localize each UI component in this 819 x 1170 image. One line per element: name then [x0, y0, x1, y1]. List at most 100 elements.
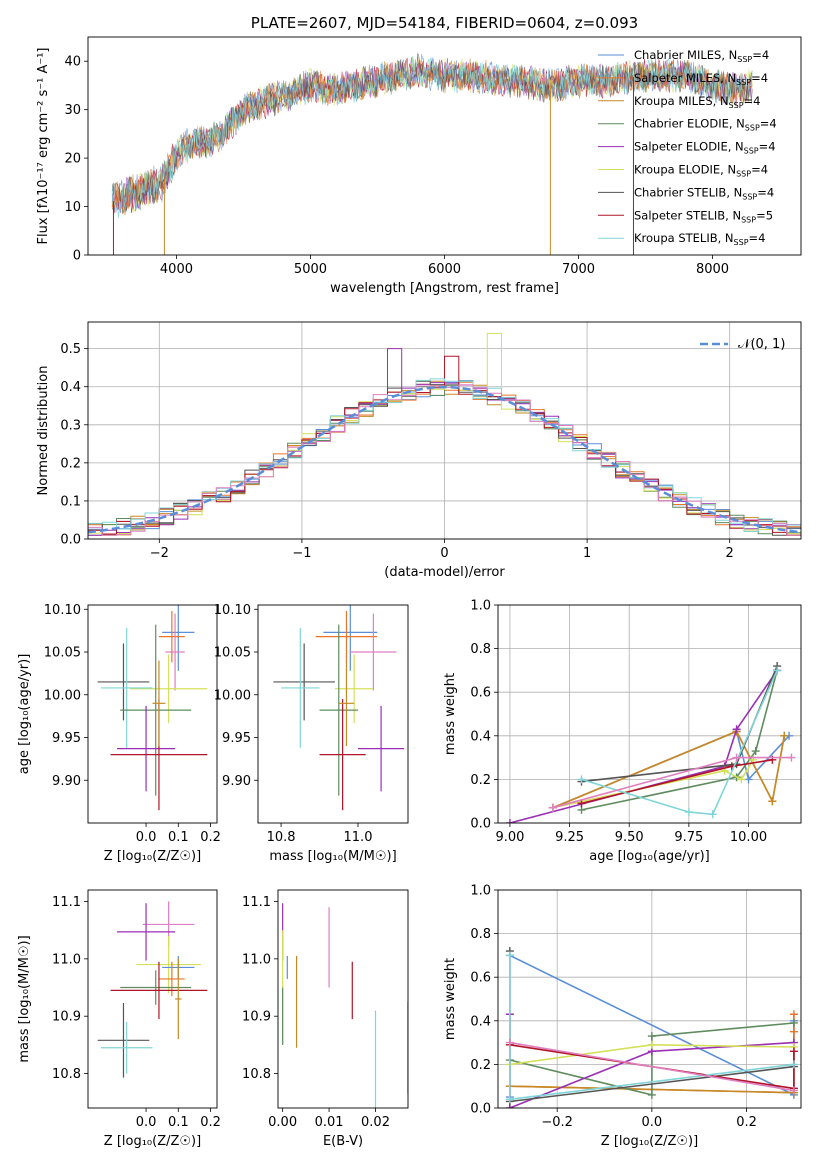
- x-tick-label: 0: [440, 546, 448, 561]
- legend-entry: Kroupa ELODIE, NSSP=4: [634, 163, 768, 179]
- y-tick-label: 11.0: [242, 952, 271, 967]
- spectrum-line: [111, 58, 753, 216]
- x-axis-label: Z [log₁₀(Z/Z☉)]: [104, 849, 201, 864]
- x-tick-label: −1: [292, 546, 311, 561]
- y-tick-label: 10.10: [214, 603, 251, 618]
- y-tick-label: 10.05: [214, 646, 251, 661]
- legend-value: =4: [751, 163, 768, 177]
- x-tick-label: 7000: [562, 262, 595, 277]
- x-tick-label: 9.00: [495, 830, 524, 845]
- y-tick-label: 9.95: [222, 731, 251, 746]
- x-tick-label: 10.00: [730, 830, 767, 845]
- y-axis-label: mass weight: [443, 958, 458, 1040]
- spectrum-line: [111, 55, 753, 219]
- series-line: [552, 730, 786, 809]
- y-tick-label: 0.6: [470, 971, 491, 986]
- legend-subscript: SSP: [736, 170, 751, 179]
- massweight_vs_Z-lines: [505, 947, 798, 1108]
- series-marker: [708, 810, 717, 819]
- series-line: [509, 1022, 794, 1096]
- series-marker: [684, 808, 693, 817]
- legend-value: =4: [760, 117, 777, 131]
- x-tick-label: 4000: [160, 262, 193, 277]
- plot-frame: [277, 889, 409, 1109]
- x-axis-label: Z [log₁₀(Z/Z☉)]: [104, 1134, 201, 1149]
- series-marker: [768, 797, 777, 806]
- y-tick-label: 0.8: [470, 642, 491, 657]
- series-marker: [505, 951, 514, 960]
- x-tick-label: 1: [583, 546, 591, 561]
- y-tick-label: 10.9: [52, 1010, 81, 1025]
- legend-entry: Kroupa STELIB, NSSP=4: [634, 231, 765, 247]
- legend-entry: Chabrier STELIB, NSSP=4: [634, 185, 774, 201]
- normal-curve: [88, 385, 801, 534]
- series-marker: [787, 753, 796, 762]
- legend-value: =4: [744, 94, 761, 108]
- y-tick-label: 11.1: [242, 895, 271, 910]
- series-marker: [577, 775, 586, 784]
- spectrum-lines: [111, 53, 753, 255]
- y-tick-label: 9.90: [222, 774, 251, 789]
- plot-frame: [87, 36, 802, 256]
- series-marker: [732, 725, 741, 734]
- legend-value: =4: [759, 140, 776, 154]
- legend-value: =4: [751, 71, 768, 85]
- legend-value: =4: [752, 48, 769, 62]
- age_vs_Z-errorbars: [97, 605, 208, 811]
- mass_vs_Z-errorbars: [97, 901, 208, 1078]
- x-tick-label: 0.2: [200, 830, 221, 845]
- y-tick-label: 9.95: [52, 731, 81, 746]
- series-marker: [789, 1018, 798, 1027]
- x-tick-label: 0.2: [736, 1115, 757, 1130]
- series-marker: [647, 1032, 656, 1041]
- y-tick-label: 9.90: [52, 774, 81, 789]
- legend-value: =5: [756, 208, 773, 222]
- x-tick-label: 0.2: [200, 1115, 221, 1130]
- residual-histograms: [88, 332, 801, 536]
- x-tick-label: 2: [726, 546, 734, 561]
- series-marker: [789, 1047, 798, 1056]
- x-tick-label: 10.8: [267, 830, 296, 845]
- y-tick-label: 10.05: [44, 646, 81, 661]
- x-tick-label: 9.25: [555, 830, 584, 845]
- x-tick-label: 11.0: [344, 830, 373, 845]
- y-tick-label: 0.4: [470, 1014, 491, 1029]
- legend-subscript: SSP: [744, 147, 759, 156]
- legend-entry: 𝒩(0, 1): [738, 337, 785, 352]
- series-marker: [647, 1090, 656, 1099]
- legend-value: =4: [757, 185, 774, 199]
- series-line: [509, 1041, 795, 1092]
- chart-title: PLATE=2607, MJD=54184, FIBERID=0604, z=0…: [251, 14, 638, 32]
- y-tick-label: 0.0: [60, 533, 81, 548]
- x-tick-label: 0.02: [361, 1115, 390, 1130]
- y-tick-label: 0.4: [60, 380, 81, 395]
- x-tick-label: 0.0: [136, 830, 157, 845]
- legend-subscript: SSP: [741, 215, 756, 224]
- x-axis-label: E(B-V): [323, 1134, 363, 1149]
- legend-entry: Salpeter MILES, NSSP=4: [634, 71, 768, 87]
- y-tick-label: 20: [64, 152, 81, 167]
- y-tick-label: 0.0: [470, 1102, 491, 1117]
- y-axis-label: Normed distribution: [36, 366, 51, 496]
- y-tick-label: 30: [64, 103, 81, 118]
- legend-subscript: SSP: [742, 192, 757, 201]
- y-tick-label: 10.8: [242, 1067, 271, 1082]
- series-line: [509, 669, 778, 823]
- y-tick-label: 1.0: [470, 884, 491, 899]
- series-line: [581, 670, 778, 816]
- series-marker: [789, 1060, 798, 1069]
- x-axis-label: Z [log₁₀(Z/Z☉)]: [601, 1134, 698, 1149]
- legend-subscript: SSP: [737, 55, 752, 64]
- series-marker: [737, 775, 746, 784]
- x-axis-label: wavelength [Angstrom, rest frame]: [330, 281, 559, 296]
- y-tick-label: 0.1: [60, 494, 81, 509]
- series-marker: [789, 1027, 798, 1036]
- y-axis-label: Flux [fλ10⁻¹⁷ erg cm⁻² s⁻¹ A⁻¹]: [36, 48, 51, 245]
- y-tick-label: 0.4: [470, 729, 491, 744]
- series-line: [552, 730, 786, 809]
- x-tick-label: 0.00: [268, 1115, 297, 1130]
- y-tick-label: 40: [64, 55, 81, 70]
- y-tick-label: 11.1: [52, 895, 81, 910]
- y-tick-label: 0: [73, 249, 81, 264]
